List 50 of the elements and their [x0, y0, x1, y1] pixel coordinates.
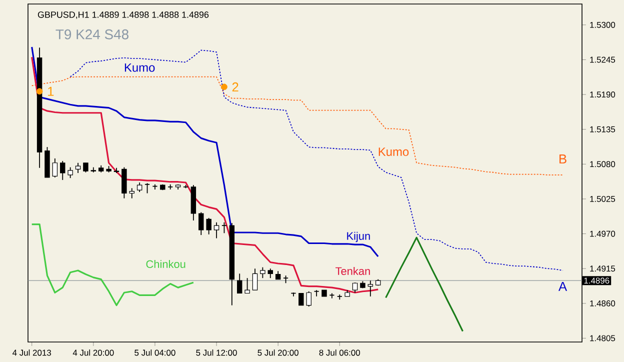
- candlestick: [136, 182, 142, 192]
- y-tick-label: 1.5190: [590, 92, 616, 98]
- candlestick: [306, 290, 312, 308]
- y-tick-label: 1.4915: [590, 266, 616, 272]
- candlestick: [368, 280, 374, 297]
- candlestick: [83, 162, 88, 173]
- x-tick-label: 4 Jul 2013: [12, 350, 52, 356]
- y-tick-label: 1.5135: [590, 126, 616, 132]
- x-tick-label: 5 Jul 20:00: [258, 350, 298, 356]
- annotation: Kumo: [124, 63, 155, 72]
- series-label: B: [560, 154, 566, 164]
- candlestick: [244, 278, 250, 294]
- y-tick-label: 1.4805: [590, 335, 616, 342]
- candlestick: [268, 268, 273, 279]
- y-tick-label: 1.5080: [590, 161, 616, 168]
- annotation: Kumo: [378, 148, 409, 156]
- candlestick: [314, 290, 320, 297]
- annotation: T9 K24 S48: [56, 29, 128, 40]
- x-tick-label: 5 Jul 12:00: [196, 350, 237, 356]
- candlestick: [260, 266, 266, 279]
- candlestick: [144, 182, 150, 194]
- y-tick-label: 1.4860: [590, 300, 616, 306]
- candlestick: [221, 222, 227, 234]
- candlestick: [352, 282, 358, 294]
- y-tick-label: 1.5245: [590, 56, 616, 63]
- candlestick: [198, 212, 204, 236]
- series-label: Tenkan: [336, 266, 370, 275]
- candlestick: [75, 162, 81, 174]
- series-label: A: [558, 282, 568, 291]
- x-tick-label: 5 Jul 04:00: [134, 350, 176, 356]
- candlestick: [252, 268, 258, 291]
- candlestick: [129, 188, 134, 199]
- series-label: 1: [48, 86, 54, 96]
- y-tick-label: 1.4970: [590, 230, 616, 237]
- candlestick: [214, 222, 220, 239]
- x-tick-label: 8 Jul 06:00: [319, 350, 360, 356]
- candlestick: [206, 217, 212, 235]
- candlestick: [52, 158, 58, 178]
- y-tick-label: 1.5300: [590, 22, 616, 28]
- candlestick: [236, 273, 242, 294]
- x-tick-label: 4 Jul 20:00: [72, 350, 114, 356]
- series-label: 2: [232, 82, 238, 92]
- text: GBPUSD,H1 1.4889 1.4898 1.4888 1.4896: [38, 11, 209, 19]
- candlestick: [60, 160, 66, 180]
- ref-line-label: 1.4896: [584, 278, 610, 284]
- y-tick-label: 1.5025: [590, 196, 616, 202]
- series-label: Kijun: [347, 232, 370, 242]
- candlestick: [68, 166, 73, 179]
- candlestick: [298, 292, 304, 306]
- series-label: Chinkou: [146, 260, 186, 268]
